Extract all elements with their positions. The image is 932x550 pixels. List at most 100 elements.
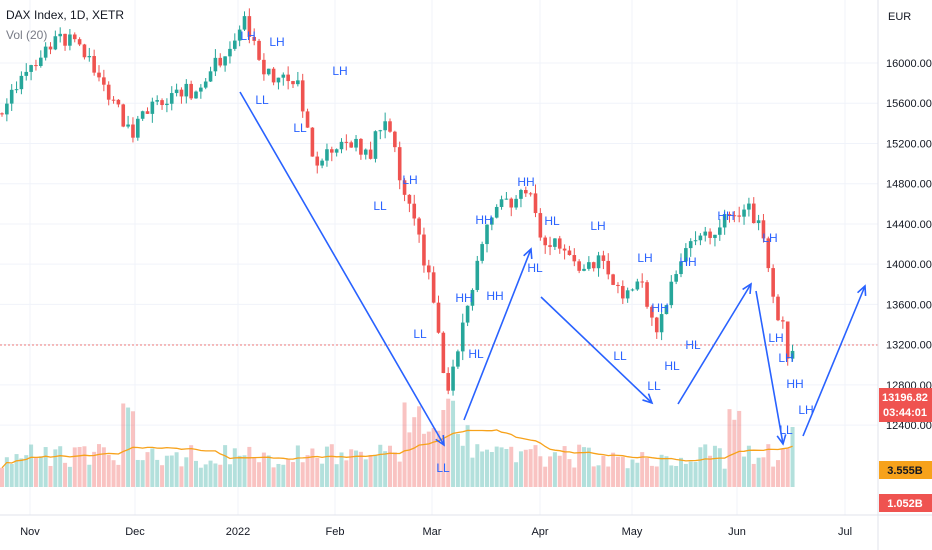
time-axis-ticks[interactable]: Nov Dec 2022 Feb Mar Apr May Jun Jul [20, 526, 852, 538]
candle-body [242, 16, 247, 30]
swing-label: HH [455, 291, 472, 305]
candle-body [456, 351, 460, 367]
candle-body [781, 320, 785, 322]
candle-body [131, 124, 135, 138]
volume-bar [407, 432, 412, 487]
candle-body [751, 203, 756, 224]
volume-bar [358, 451, 363, 487]
swing-label: HL [664, 359, 680, 373]
volume-bar [557, 455, 562, 487]
candle-body [165, 103, 169, 106]
volume-bar [67, 466, 72, 487]
volume-bar [572, 467, 577, 487]
volume-bar [727, 409, 732, 487]
candle-body [790, 350, 795, 359]
volume-bar [475, 444, 480, 487]
swing-label: HH [517, 175, 534, 189]
volume-bar [19, 458, 24, 487]
volume-bar [470, 457, 475, 487]
candle-body [703, 231, 708, 236]
trend-arrow-line [802, 285, 866, 437]
volume-bar [746, 445, 751, 487]
volume-bar [198, 467, 203, 487]
candle-body [669, 281, 674, 306]
candle-body [732, 215, 737, 217]
volume-bar [329, 444, 334, 487]
volume-bar [412, 417, 417, 487]
price-tick: 13600.00 [886, 299, 932, 311]
price-axis-bg[interactable] [878, 0, 932, 515]
candle-body [14, 89, 19, 91]
volume-bar [518, 451, 523, 487]
volume-bar [388, 445, 392, 487]
candle-body [562, 248, 567, 251]
swing-label: LH [240, 29, 255, 43]
candle-body [189, 83, 193, 99]
candle-body [543, 237, 547, 246]
time-tick: Feb [326, 526, 345, 538]
volume-bar [169, 455, 174, 487]
volume-bar [451, 400, 456, 487]
grid-lines [0, 0, 878, 515]
swing-label: LL [613, 349, 627, 363]
volume-bar [712, 445, 717, 487]
candle-body [9, 89, 14, 104]
volume-bar [431, 427, 436, 487]
volume-bar [654, 466, 659, 487]
candle-body [92, 56, 96, 73]
candle-body [388, 121, 392, 132]
candle-body [291, 81, 295, 85]
volume-bar [339, 452, 344, 487]
symbol-title[interactable]: DAX Index, 1D, XETR [6, 8, 125, 22]
volume-bar [421, 433, 426, 487]
candle-body [446, 373, 450, 391]
swing-label: LH [590, 219, 605, 233]
volume-bar [485, 449, 489, 487]
candle-body [179, 89, 184, 97]
candle-body [310, 127, 315, 157]
candle-body [169, 93, 174, 104]
volume-bar [315, 457, 320, 487]
volume-bar [776, 460, 780, 487]
candle-body [160, 100, 164, 106]
volume-bar [688, 461, 693, 487]
volume-bar [281, 464, 286, 487]
volume-indicator-label[interactable]: Vol (20) [6, 28, 48, 42]
candle-body [470, 289, 475, 306]
candle-body [68, 34, 72, 46]
volume-bar [213, 463, 218, 487]
candle-body [194, 91, 198, 99]
volume-bar [261, 452, 266, 487]
candle-body [582, 268, 586, 271]
volume-bar [751, 463, 756, 487]
bar-countdown: 03:44:01 [883, 407, 927, 419]
volume-bar [135, 459, 140, 487]
volume-bar [378, 444, 383, 487]
candle-body [53, 36, 58, 50]
candle-body [281, 74, 286, 78]
volume-bar [324, 446, 329, 487]
volume-bar [38, 456, 43, 487]
volume-bar [257, 462, 262, 487]
volume-bar [538, 456, 543, 487]
volume-bar [33, 457, 38, 487]
volume-bar [543, 466, 548, 487]
volume-bar [552, 452, 557, 487]
volume-bar [780, 448, 785, 487]
price-tick: 13200.00 [886, 340, 932, 352]
candle-body [747, 203, 751, 210]
candle-body [48, 46, 53, 50]
volume-bar [640, 452, 645, 487]
candle-body [97, 72, 101, 78]
candle-body [19, 75, 24, 90]
volume-bar [363, 459, 368, 487]
volume-bar [203, 464, 208, 487]
candle-body [659, 314, 664, 333]
volume-bar [111, 460, 116, 487]
candle-body [344, 141, 349, 143]
candle-body [427, 265, 431, 273]
candle-body [766, 238, 771, 269]
candle-body [572, 255, 577, 262]
candle-body [587, 262, 591, 269]
